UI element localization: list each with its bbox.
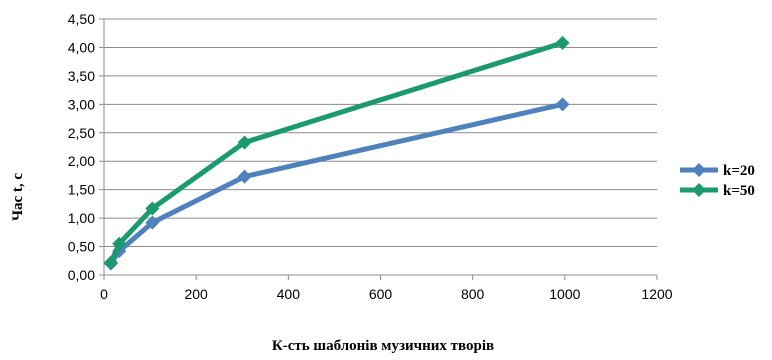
data-point-marker	[555, 97, 570, 112]
x-tick-label: 600	[369, 286, 393, 302]
y-tick-label: 4,00	[68, 39, 95, 55]
x-axis-title: К-сть шаблонів музичних творів	[272, 338, 494, 354]
y-tick-label: 4,50	[68, 11, 95, 27]
x-tick-labels: 0 200 400 600 800 1000 1200	[100, 286, 673, 302]
series-lines	[103, 35, 570, 271]
y-tick-label: 3,00	[68, 96, 95, 112]
gridlines	[104, 18, 657, 248]
series-line	[108, 101, 566, 267]
legend-marker	[692, 183, 706, 197]
data-point-marker	[112, 236, 127, 251]
y-tick-label: 0,50	[68, 239, 95, 255]
y-tick-label: 1,50	[68, 182, 95, 198]
legend: k=20 k=50	[680, 163, 755, 199]
y-tick-label: 2,00	[68, 153, 95, 169]
legend-label: k=20	[723, 163, 755, 179]
axes	[99, 18, 658, 280]
data-point-marker	[145, 201, 160, 216]
legend-marker	[692, 163, 706, 177]
y-tick-labels: 0,00 0,50 1,00 1,50 2,00 2,50 3,00 3,50 4,00 4,50	[68, 11, 95, 283]
x-tick-label: 1000	[549, 286, 580, 302]
y-tick-label: 3,50	[68, 68, 95, 84]
data-point-marker	[555, 35, 570, 50]
x-tick-label: 200	[184, 286, 208, 302]
legend-label: k=50	[723, 183, 755, 199]
y-tick-label: 1,00	[68, 210, 95, 226]
x-tick-label: 1200	[641, 286, 672, 302]
x-tick-label: 800	[461, 286, 485, 302]
data-point-marker	[237, 135, 252, 150]
x-tick-label: 0	[100, 286, 108, 302]
data-point-marker	[145, 215, 160, 230]
x-tick-label: 400	[277, 286, 301, 302]
y-axis-title: Час t, c	[10, 173, 26, 221]
data-point-marker	[103, 255, 118, 270]
y-tick-label: 2,50	[68, 125, 95, 141]
y-tick-label: 0,00	[68, 267, 95, 283]
data-point-marker	[237, 169, 252, 184]
